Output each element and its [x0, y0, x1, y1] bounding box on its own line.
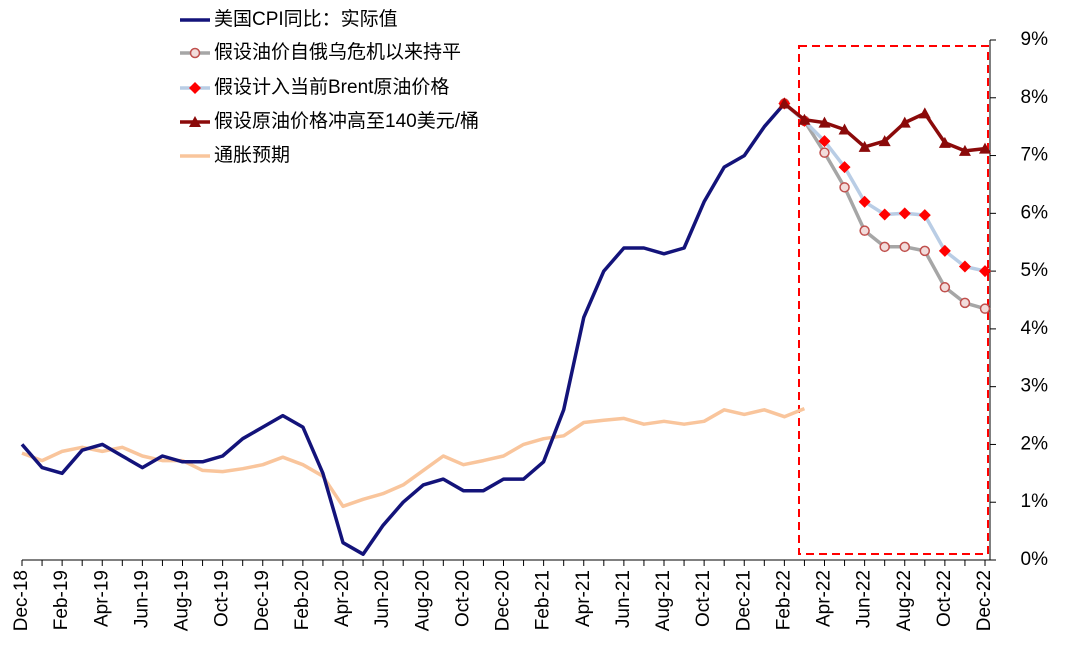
marker [899, 241, 910, 253]
marker [958, 144, 971, 156]
x-tick-label: Apr-21 [573, 570, 594, 627]
marker [858, 140, 871, 152]
marker [858, 195, 871, 208]
marker [938, 136, 951, 148]
y-tick-label: 8% [1021, 87, 1049, 108]
legend-item: 美国CPI同比：实际值 [180, 8, 398, 30]
legend-item: 通胀预期 [180, 144, 290, 166]
marker [189, 82, 201, 94]
x-tick-label: Dec-21 [733, 570, 754, 631]
legend-item: 假设原油价格冲高至140美元/桶 [180, 110, 479, 132]
marker [838, 161, 851, 174]
highlight-box [798, 45, 989, 555]
y-tick-label: 6% [1021, 202, 1049, 223]
marker [818, 135, 831, 148]
y-tick-label: 3% [1021, 376, 1049, 397]
legend-label: 假设原油价格冲高至140美元/桶 [214, 110, 479, 132]
marker [819, 147, 830, 158]
y-tick-label: 5% [1021, 260, 1049, 281]
legend-label: 通胀预期 [214, 144, 290, 166]
marker [979, 265, 991, 278]
x-tick-label: Jun-22 [854, 570, 875, 628]
marker [879, 241, 890, 253]
marker [959, 297, 971, 309]
marker [839, 182, 850, 193]
x-tick-label: Oct-19 [212, 570, 233, 627]
marker [878, 135, 891, 147]
x-tick-label: Apr-19 [91, 570, 112, 627]
marker [918, 209, 931, 222]
marker [898, 207, 911, 220]
y-tick-label: 2% [1021, 433, 1049, 454]
marker [979, 303, 991, 314]
marker [919, 245, 931, 257]
marker [818, 116, 831, 128]
marker [898, 116, 911, 128]
x-tick-label: Dec-22 [974, 570, 995, 631]
y-tick-label: 1% [1021, 491, 1049, 512]
series-line [783, 102, 986, 311]
marker [979, 142, 991, 154]
x-tick-label: Jun-19 [131, 570, 152, 628]
y-tick-label: 9% [1021, 29, 1049, 50]
x-tick-label: Oct-20 [452, 570, 473, 627]
series-line [20, 102, 786, 556]
marker [878, 208, 891, 221]
x-tick-label: Dec-19 [252, 570, 273, 631]
legend-label: 假设计入当前Brent原油价格 [214, 76, 449, 98]
marker [859, 225, 870, 236]
legend-item: 假设油价自俄乌危机以来持平 [180, 41, 461, 63]
x-tick-label: Dec-20 [493, 570, 514, 631]
x-tick-label: Oct-21 [693, 570, 714, 627]
x-tick-label: Aug-20 [412, 570, 433, 631]
marker [778, 97, 791, 109]
x-tick-label: Dec-18 [11, 570, 32, 631]
y-tick-label: 0% [1021, 549, 1049, 570]
marker [189, 47, 201, 59]
marker [918, 107, 931, 119]
x-tick-label: Jun-20 [372, 570, 393, 628]
x-tick-label: Feb-20 [292, 570, 313, 630]
marker [958, 260, 971, 273]
legend-label: 假设油价自俄乌危机以来持平 [214, 41, 461, 63]
x-tick-label: Aug-22 [894, 570, 915, 631]
x-tick-label: Apr-22 [814, 570, 835, 627]
y-tick-label: 7% [1021, 145, 1049, 166]
x-tick-label: Aug-19 [172, 570, 193, 631]
marker [938, 244, 951, 257]
x-tick-label: Aug-21 [653, 570, 674, 631]
marker [798, 113, 811, 125]
x-tick-label: Jun-21 [613, 570, 634, 628]
x-tick-label: Feb-22 [773, 570, 794, 630]
marker [189, 116, 201, 127]
series-line [21, 406, 806, 509]
legend-label: 美国CPI同比：实际值 [214, 8, 398, 30]
marker [838, 123, 851, 135]
x-tick-label: Apr-20 [332, 570, 353, 627]
legend-item: 假设计入当前Brent原油价格 [180, 76, 449, 98]
x-tick-label: Oct-22 [934, 570, 955, 627]
marker [939, 282, 951, 293]
y-tick-label: 4% [1021, 318, 1049, 339]
x-tick-label: Feb-21 [533, 570, 554, 630]
x-tick-label: Feb-19 [51, 570, 72, 630]
